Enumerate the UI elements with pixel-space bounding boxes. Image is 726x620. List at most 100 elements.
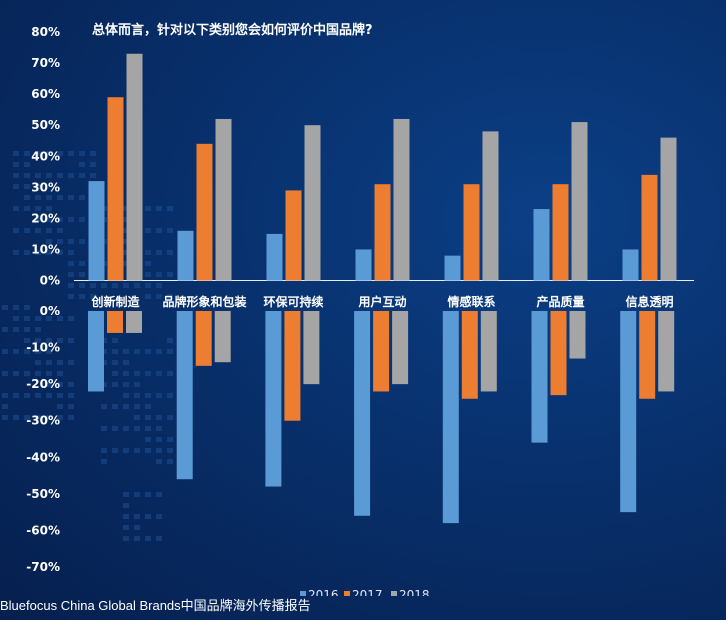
map-dot: [101, 426, 107, 431]
map-dot: [134, 536, 140, 541]
map-dot: [24, 371, 30, 376]
map-dot: [156, 514, 162, 519]
map-dot: [35, 371, 41, 376]
map-dot: [79, 173, 85, 178]
map-dot: [35, 250, 41, 255]
map-dot: [145, 492, 151, 497]
map-dot: [46, 371, 52, 376]
map-dot: [35, 338, 41, 343]
map-dot: [46, 206, 52, 211]
map-dot: [123, 261, 129, 266]
chart-title: 总体而言，针对以下类别您会如何评价中国品牌?: [92, 22, 373, 38]
map-dot: [123, 360, 129, 365]
y-tick-label: -20%: [26, 377, 60, 391]
map-dot: [68, 393, 74, 398]
legend: 2016 2017 2018: [300, 588, 430, 596]
map-dot: [145, 514, 151, 519]
map-dot: [145, 426, 151, 431]
y-tick-label: -60%: [26, 523, 60, 537]
map-dot: [167, 206, 173, 211]
bar-negative-2017: [195, 311, 212, 366]
map-dot: [123, 503, 129, 508]
map-dot: [156, 393, 162, 398]
bar-positive-2017: [196, 143, 213, 281]
footer-source: Bluefocus China Global Brands中国品牌海外传播报告: [0, 598, 311, 613]
positive-bars: [88, 53, 677, 281]
map-dot: [68, 415, 74, 420]
legend-swatch-2016: [300, 591, 306, 596]
map-dot: [134, 448, 140, 453]
map-dot: [2, 393, 8, 398]
bar-negative-2017: [107, 311, 123, 333]
map-dot: [24, 195, 30, 200]
map-dot: [24, 415, 30, 420]
map-dot: [101, 404, 107, 409]
map-dot: [46, 217, 52, 222]
map-dot: [2, 415, 8, 420]
map-dot: [167, 272, 173, 277]
y-tick-label: 0%: [40, 274, 60, 288]
map-dot: [156, 283, 162, 288]
map-dot: [68, 250, 74, 255]
map-dot: [145, 283, 151, 288]
bar-positive-2016: [622, 249, 639, 281]
map-dot: [35, 151, 41, 156]
map-dot: [68, 338, 74, 343]
map-dot: [13, 228, 19, 233]
map-dot: [123, 426, 129, 431]
bar-positive-2017: [285, 190, 302, 281]
map-dot: [134, 283, 140, 288]
map-dot: [90, 162, 96, 167]
map-dot: [57, 250, 63, 255]
bar-negative-2018: [569, 311, 586, 359]
map-dot: [13, 151, 19, 156]
y-tick-label: -50%: [26, 487, 60, 501]
map-dot: [24, 305, 30, 310]
map-dot: [134, 349, 140, 354]
bar-positive-2018: [482, 131, 499, 281]
map-dot: [13, 173, 19, 178]
map-dot: [123, 250, 129, 255]
map-dot: [35, 316, 41, 321]
map-dot: [24, 151, 30, 156]
map-dot: [13, 206, 19, 211]
map-dot: [156, 294, 162, 299]
map-dot: [123, 393, 129, 398]
map-dot: [134, 415, 140, 420]
map-dot: [123, 349, 129, 354]
bar-negative-2017: [550, 311, 567, 396]
category-labels: 创新制造 品牌形象和包装 环保可持续 用户互动 情感联系 产品质量 信息透明: [90, 294, 673, 309]
map-dot: [156, 349, 162, 354]
map-dot: [35, 415, 41, 420]
map-dot: [35, 184, 41, 189]
map-dot: [134, 514, 140, 519]
y-axis-negative: 0% -10% -20% -30% -40% -50% -60% -70%: [26, 304, 60, 574]
map-dot: [156, 536, 162, 541]
map-dot: [156, 448, 162, 453]
map-dot: [35, 327, 41, 332]
bar-positive-2017: [107, 97, 124, 281]
map-dot: [134, 382, 140, 387]
bar-negative-2018: [480, 311, 497, 392]
map-dot: [156, 228, 162, 233]
map-dot: [145, 294, 151, 299]
map-dot: [2, 327, 8, 332]
bar-positive-2017: [374, 184, 391, 281]
map-dot: [24, 393, 30, 398]
bar-negative-2016: [176, 311, 193, 480]
bar-positive-2018: [126, 53, 143, 281]
bar-positive-2016: [533, 209, 550, 281]
map-dot: [123, 404, 129, 409]
map-dot: [123, 283, 129, 288]
map-dot: [68, 283, 74, 288]
y-tick-label: 30%: [31, 180, 60, 194]
bar-positive-2017: [641, 174, 658, 281]
map-dot: [2, 371, 8, 376]
map-dot: [46, 316, 52, 321]
map-dot: [145, 349, 151, 354]
map-dot: [68, 173, 74, 178]
map-dot: [112, 349, 118, 354]
map-dot: [79, 239, 85, 244]
map-dot: [112, 338, 118, 343]
category-label: 情感联系: [447, 294, 495, 309]
